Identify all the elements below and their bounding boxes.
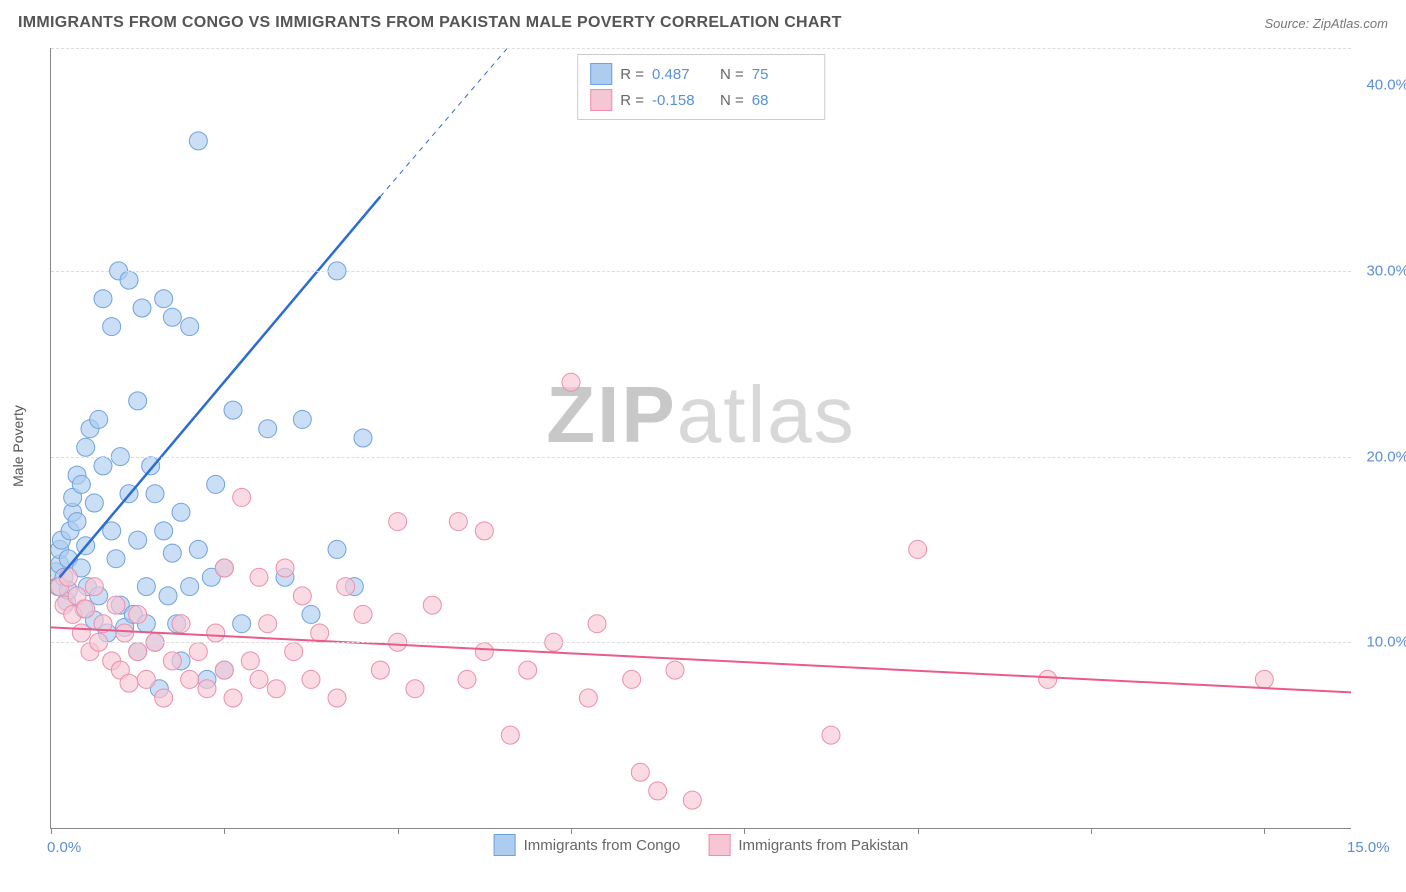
- y-tick-label: 10.0%: [1357, 634, 1406, 651]
- correlation-legend: R = 0.487 N = 75 R = -0.158 N = 68: [577, 54, 825, 120]
- swatch-congo-icon: [494, 834, 516, 856]
- watermark-light: atlas: [677, 370, 856, 459]
- x-tick-label: 0.0%: [47, 839, 81, 856]
- legend-label-pakistan: Immigrants from Pakistan: [738, 837, 908, 854]
- legend-row-pakistan: R = -0.158 N = 68: [590, 87, 812, 113]
- y-tick-label: 20.0%: [1357, 448, 1406, 465]
- r-value-pakistan: -0.158: [652, 92, 712, 109]
- n-label: N =: [720, 92, 744, 109]
- source-attribution: Source: ZipAtlas.com: [1264, 16, 1388, 31]
- y-axis-label: Male Poverty: [10, 405, 26, 487]
- n-label: N =: [720, 66, 744, 83]
- legend-row-congo: R = 0.487 N = 75: [590, 61, 812, 87]
- chart-svg: [51, 48, 1351, 828]
- source-prefix: Source:: [1264, 16, 1312, 31]
- y-tick-label: 40.0%: [1357, 77, 1406, 94]
- source-name: ZipAtlas.com: [1313, 16, 1388, 31]
- swatch-congo: [590, 63, 612, 85]
- n-value-pakistan: 68: [752, 92, 812, 109]
- swatch-pakistan-icon: [708, 834, 730, 856]
- series-legend: Immigrants from Congo Immigrants from Pa…: [494, 834, 909, 856]
- r-label: R =: [620, 92, 644, 109]
- legend-item-congo: Immigrants from Congo: [494, 834, 681, 856]
- y-tick-label: 30.0%: [1357, 262, 1406, 279]
- n-value-congo: 75: [752, 66, 812, 83]
- chart-header: IMMIGRANTS FROM CONGO VS IMMIGRANTS FROM…: [18, 14, 1388, 32]
- plot-area: ZIPatlas R = 0.487 N = 75 R = -0.158 N =…: [50, 48, 1351, 829]
- legend-item-pakistan: Immigrants from Pakistan: [708, 834, 908, 856]
- legend-label-congo: Immigrants from Congo: [524, 837, 681, 854]
- swatch-pakistan: [590, 89, 612, 111]
- r-value-congo: 0.487: [652, 66, 712, 83]
- watermark-bold: ZIP: [546, 370, 676, 459]
- x-tick-label: 15.0%: [1347, 839, 1390, 856]
- watermark: ZIPatlas: [546, 369, 855, 461]
- chart-title: IMMIGRANTS FROM CONGO VS IMMIGRANTS FROM…: [18, 14, 842, 32]
- r-label: R =: [620, 66, 644, 83]
